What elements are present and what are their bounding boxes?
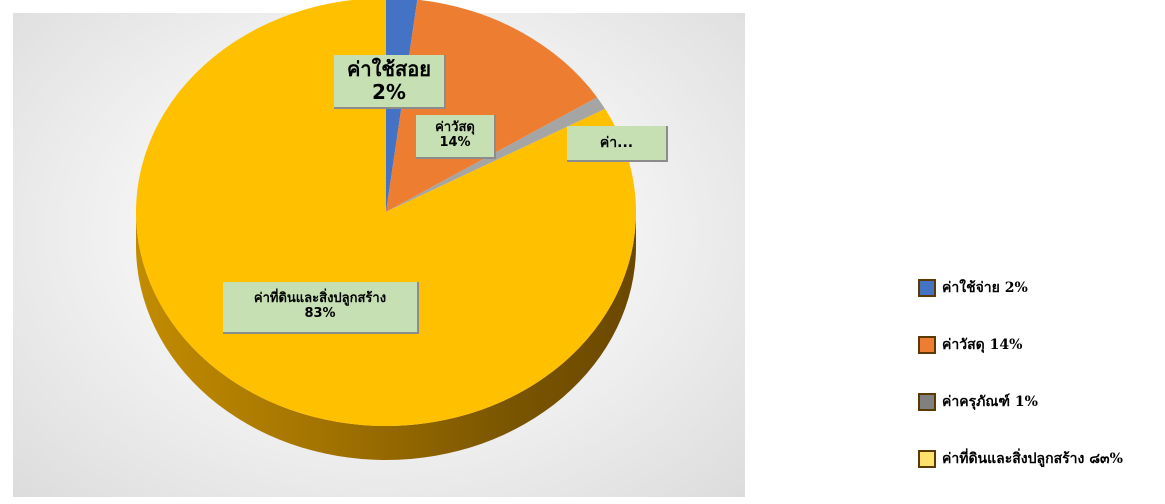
legend-item-equipment: ค่าครุภัณฑ์ 1% — [918, 391, 1038, 413]
data-label-equipment-name: ค่า... — [599, 134, 634, 151]
pie-slice-material — [386, 0, 598, 212]
legend-item-material: ค่าวัสดุ 14% — [918, 334, 1022, 356]
data-label-land: ค่าที่ดินและสิ่งปลูกสร้าง 83% — [223, 282, 419, 334]
data-label-expense: ค่าใช้สอย 2% — [334, 55, 446, 109]
legend-label-equipment: ค่าครุภัณฑ์ 1% — [942, 394, 1038, 410]
data-label-expense-name: ค่าใช้สอย — [347, 57, 431, 81]
data-label-expense-percent: 2% — [372, 80, 406, 104]
legend-item-expense: ค่าใช้จ่าย 2% — [918, 277, 1028, 299]
data-label-land-name: ค่าที่ดินและสิ่งปลูกสร้าง — [253, 291, 387, 307]
data-label-material-percent: 14% — [439, 135, 471, 150]
legend-swatch-expense — [918, 279, 936, 297]
legend-item-land: ค่าที่ดินและสิ่งปลูกสร้าง ๘๓% — [918, 448, 1123, 470]
pie-side-wall-land — [136, 212, 636, 460]
pie-side-wall — [136, 212, 636, 460]
legend-swatch-equipment — [918, 393, 936, 411]
legend-swatch-land — [918, 450, 936, 468]
data-label-material-name: ค่าวัสดุ — [435, 120, 475, 136]
legend-label-land: ค่าที่ดินและสิ่งปลูกสร้าง ๘๓% — [942, 451, 1123, 467]
legend-swatch-material — [918, 336, 936, 354]
data-label-material: ค่าวัสดุ 14% — [416, 115, 496, 159]
data-label-land-percent: 83% — [304, 306, 336, 321]
data-label-equipment: ค่า... — [567, 126, 668, 162]
legend-label-expense: ค่าใช้จ่าย 2% — [942, 280, 1028, 296]
legend: ค่าใช้จ่าย 2% ค่าวัสดุ 14% ค่าครุภัณฑ์ 1… — [918, 274, 1158, 474]
legend-label-material: ค่าวัสดุ 14% — [942, 337, 1023, 353]
